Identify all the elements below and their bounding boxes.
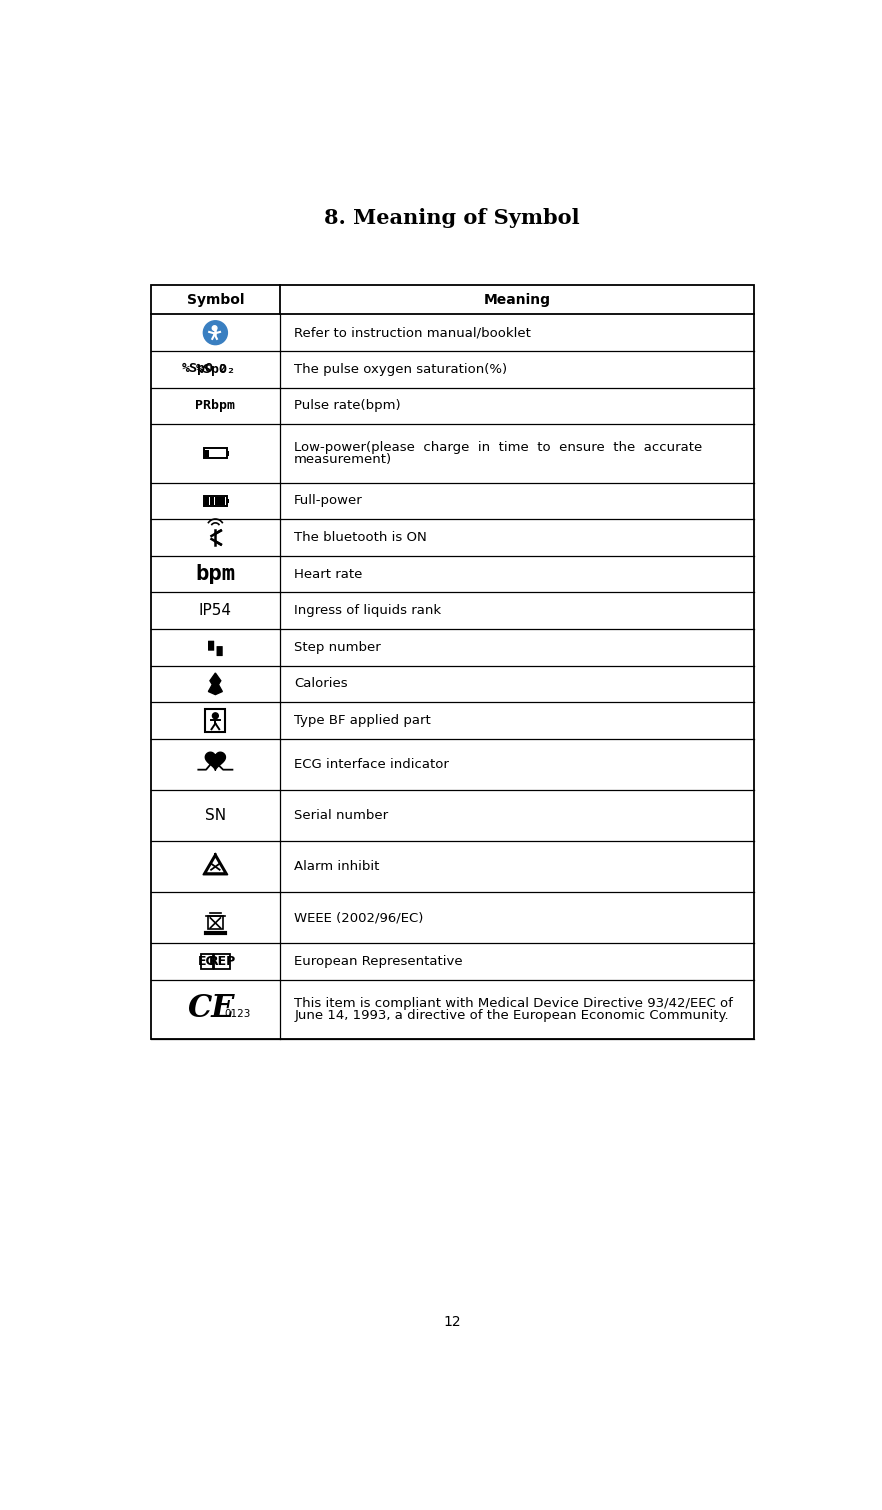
Text: Alarm inhibit: Alarm inhibit [294,861,379,873]
Bar [214,954,230,969]
Text: IP54: IP54 [198,602,232,618]
Text: Low-power(please  charge  in  time  to  ensure  the  accurate: Low-power(please charge in time to ensur… [294,441,702,455]
Polygon shape [208,673,222,695]
Text: Meaning: Meaning [483,293,550,307]
Text: Type BF applied part: Type BF applied part [294,714,431,726]
Text: Pulse rate(bpm): Pulse rate(bpm) [294,399,400,412]
Bar [227,451,228,456]
Circle shape [204,320,228,344]
FancyBboxPatch shape [216,646,223,657]
Text: PRbpm: PRbpm [196,399,235,412]
Text: %SpO: %SpO [182,362,213,374]
Bar [200,954,213,969]
Text: REP: REP [208,956,235,968]
Text: European Representative: European Representative [294,956,463,968]
Text: ECG interface indicator: ECG interface indicator [294,758,449,770]
Text: Refer to instruction manual/booklet: Refer to instruction manual/booklet [294,326,531,340]
Text: Full-power: Full-power [294,494,363,507]
Text: 2: 2 [220,364,225,373]
Text: The bluetooth is ON: The bluetooth is ON [294,532,427,544]
Text: Calories: Calories [294,678,348,690]
FancyBboxPatch shape [208,640,214,651]
Circle shape [206,323,226,343]
Polygon shape [206,752,226,770]
Text: bpm: bpm [195,565,235,584]
Text: 12: 12 [444,1315,460,1329]
Circle shape [213,713,219,719]
Bar [206,450,209,458]
Bar [227,498,228,503]
Bar [204,448,227,459]
Bar [215,497,220,504]
Text: 0123: 0123 [225,1009,251,1019]
Text: June 14, 1993, a directive of the European Economic Community.: June 14, 1993, a directive of the Europe… [294,1009,729,1022]
Text: WEEE (2002/96/EC): WEEE (2002/96/EC) [294,912,423,924]
Text: SN: SN [205,808,226,823]
Circle shape [213,326,217,331]
Bar [204,495,227,506]
Bar [208,917,223,930]
Bar [220,497,225,504]
Text: The pulse oxygen saturation(%): The pulse oxygen saturation(%) [294,362,507,376]
Text: Serial number: Serial number [294,809,388,821]
Text: This item is compliant with Medical Device Directive 93/42/EEC of: This item is compliant with Medical Devi… [294,997,733,1010]
Text: %SpO₂: %SpO₂ [196,362,235,376]
Bar [206,497,209,504]
Text: Symbol: Symbol [187,293,244,307]
Text: Ingress of liquids rank: Ingress of liquids rank [294,604,441,618]
Bar [151,285,753,1039]
Text: EC: EC [198,956,216,968]
Bar [206,708,226,732]
Text: 8. Meaning of Symbol: 8. Meaning of Symbol [325,208,579,228]
Text: CE: CE [188,994,235,1024]
Text: measurement): measurement) [294,453,392,467]
Text: Step number: Step number [294,640,381,654]
Bar [210,497,214,504]
Text: Heart rate: Heart rate [294,568,363,580]
